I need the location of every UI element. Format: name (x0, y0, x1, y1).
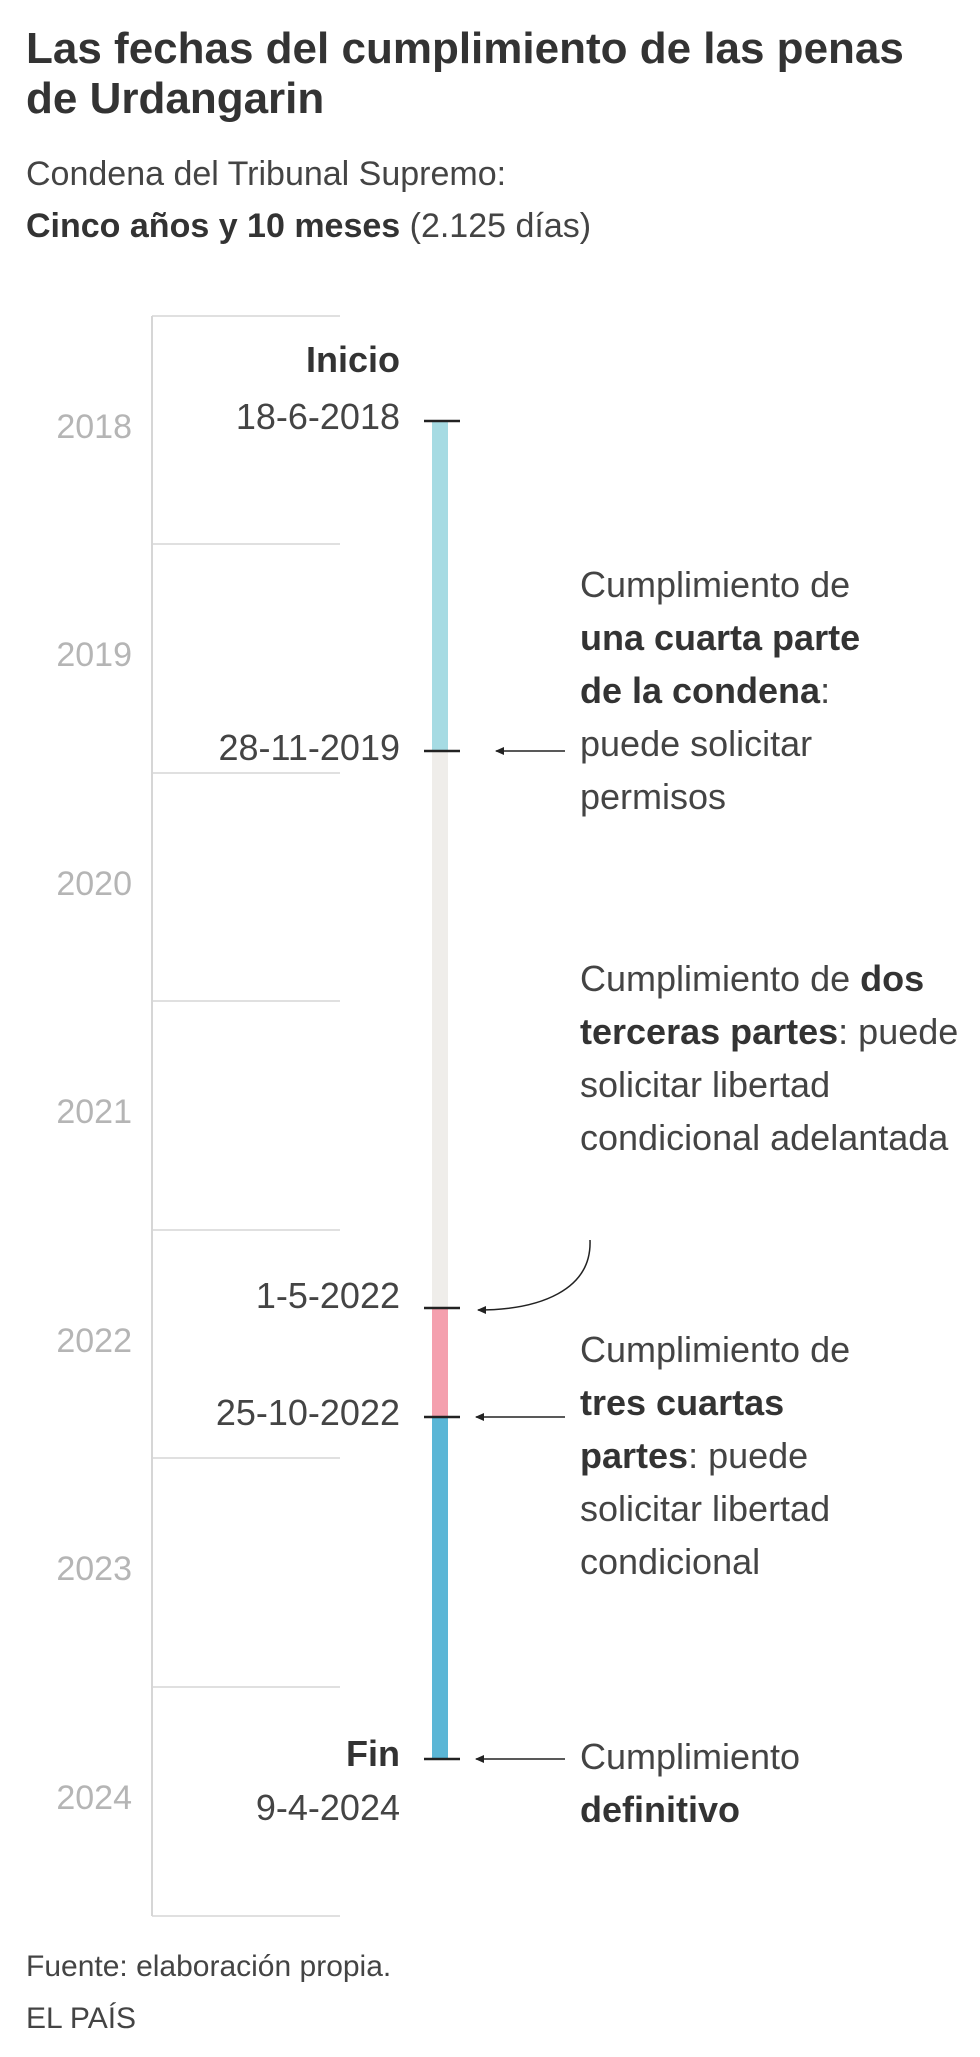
milestone-date: 25-10-2022 (215, 1392, 400, 1433)
arrow-two-thirds (477, 1239, 591, 1314)
note-two-thirds: Cumplimiento de dos terceras partes: pue… (580, 958, 959, 1158)
year-label: 2021 (56, 1093, 132, 1131)
end-date: 9-4-2024 (255, 1787, 400, 1828)
subtitle-line1: Condena del Tribunal Supremo: (26, 155, 507, 193)
bar-segment-three-quarters (432, 1308, 448, 1417)
year-label: 2020 (56, 865, 132, 903)
subtitle-line2: Cinco años y 10 meses (2.125 días) (26, 204, 591, 248)
source-note: Fuente: elaboración propia. (26, 1950, 392, 1983)
brand-label: EL PAÍS (26, 2002, 137, 2035)
page-title: Las fechas del cumplimiento de las penas… (26, 24, 904, 123)
milestone-date: 1-5-2022 (255, 1275, 400, 1316)
year-label: 2024 (56, 1779, 132, 1817)
year-label: 2023 (56, 1550, 132, 1588)
note-three-quarters: Cumplimiento de tres cuartas partes: pue… (580, 1329, 851, 1582)
bar-segment-final (432, 1417, 448, 1759)
milestone-date: 28-11-2019 (218, 727, 400, 768)
year-label: 2018 (56, 408, 132, 446)
start-date: 18-6-2018 (235, 396, 400, 437)
year-label: 2019 (56, 636, 132, 674)
note-end: Cumplimiento definitivo (580, 1736, 801, 1830)
year-label: 2022 (56, 1322, 132, 1360)
subtitle-rest: (2.125 días) (400, 207, 592, 245)
bar-segment-quarter (432, 421, 448, 751)
start-label: Inicio (305, 339, 400, 380)
bar-segment-two-thirds (432, 751, 448, 1308)
note-quarter: Cumplimiento de una cuarta parte de la c… (580, 564, 861, 817)
subtitle-bold: Cinco años y 10 meses (26, 207, 401, 245)
end-label: Fin (346, 1733, 400, 1774)
